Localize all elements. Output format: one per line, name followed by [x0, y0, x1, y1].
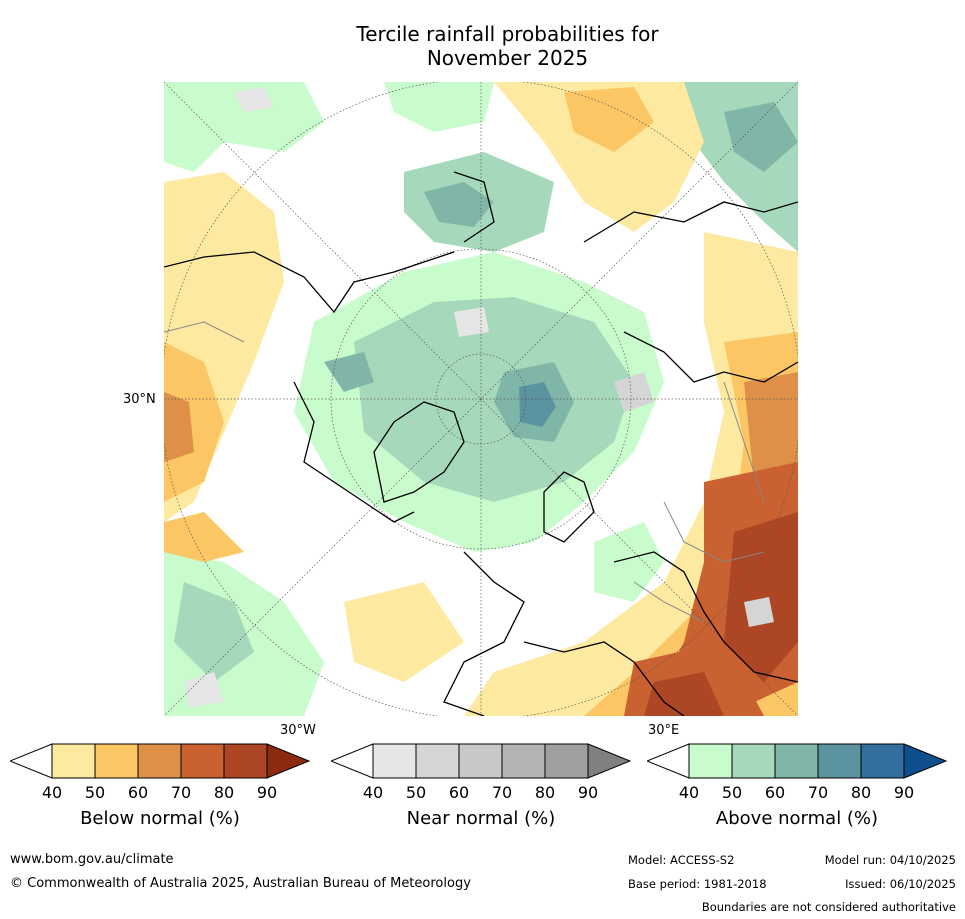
colorbar-below — [10, 743, 310, 779]
title-line-2: November 2025 — [426, 46, 589, 70]
tick-near-40: 40 — [362, 783, 384, 802]
lat-label-30n: 30°N — [123, 392, 156, 407]
coastlines — [164, 171, 798, 716]
colorbar-below-label: Below normal (%) — [80, 808, 240, 829]
tick-above-90: 90 — [893, 783, 915, 802]
base-period-text: Base period: 1981-2018 — [628, 877, 767, 891]
tick-below-70: 70 — [170, 783, 192, 802]
map-canvas — [164, 82, 798, 716]
tick-near-80: 80 — [534, 783, 556, 802]
colorbar-above — [647, 743, 947, 779]
tick-below-50: 50 — [84, 783, 106, 802]
below-normal-areas — [164, 82, 798, 716]
tick-above-60: 60 — [764, 783, 786, 802]
tick-below-90: 90 — [256, 783, 278, 802]
website-link[interactable]: www.bom.gov.au/climate — [10, 852, 174, 867]
tick-below-60: 60 — [127, 783, 149, 802]
disclaimer-text: Boundaries are not considered authoritat… — [701, 900, 956, 914]
polar-map[interactable] — [164, 82, 798, 716]
graticule — [164, 82, 798, 716]
issued-text: Issued: 06/10/2025 — [845, 877, 956, 891]
tick-near-50: 50 — [405, 783, 427, 802]
tick-above-80: 80 — [850, 783, 872, 802]
tick-above-50: 50 — [721, 783, 743, 802]
tick-above-40: 40 — [678, 783, 700, 802]
lon-label-30w: 30°W — [280, 723, 316, 738]
colorbar-near-label: Near normal (%) — [406, 808, 556, 829]
country-borders — [164, 321, 765, 623]
tick-near-90: 90 — [577, 783, 599, 802]
above-normal-areas — [164, 82, 798, 716]
copyright-text: © Commonwealth of Australia 2025, Austra… — [10, 876, 471, 891]
colorbar-above-label: Above normal (%) — [715, 808, 879, 829]
tick-above-70: 70 — [807, 783, 829, 802]
tick-near-70: 70 — [491, 783, 513, 802]
lon-label-30e: 30°E — [648, 723, 680, 738]
near-normal-areas — [184, 87, 774, 707]
tick-below-80: 80 — [213, 783, 235, 802]
tick-below-40: 40 — [41, 783, 63, 802]
model-text: Model: ACCESS-S2 — [628, 853, 735, 867]
title-line-1: Tercile rainfall probabilities for — [356, 22, 659, 46]
tick-near-60: 60 — [448, 783, 470, 802]
chart-title: Tercile rainfall probabilities for Novem… — [0, 22, 965, 70]
colorbar-near — [331, 743, 631, 779]
model-run-text: Model run: 04/10/2025 — [824, 853, 956, 867]
